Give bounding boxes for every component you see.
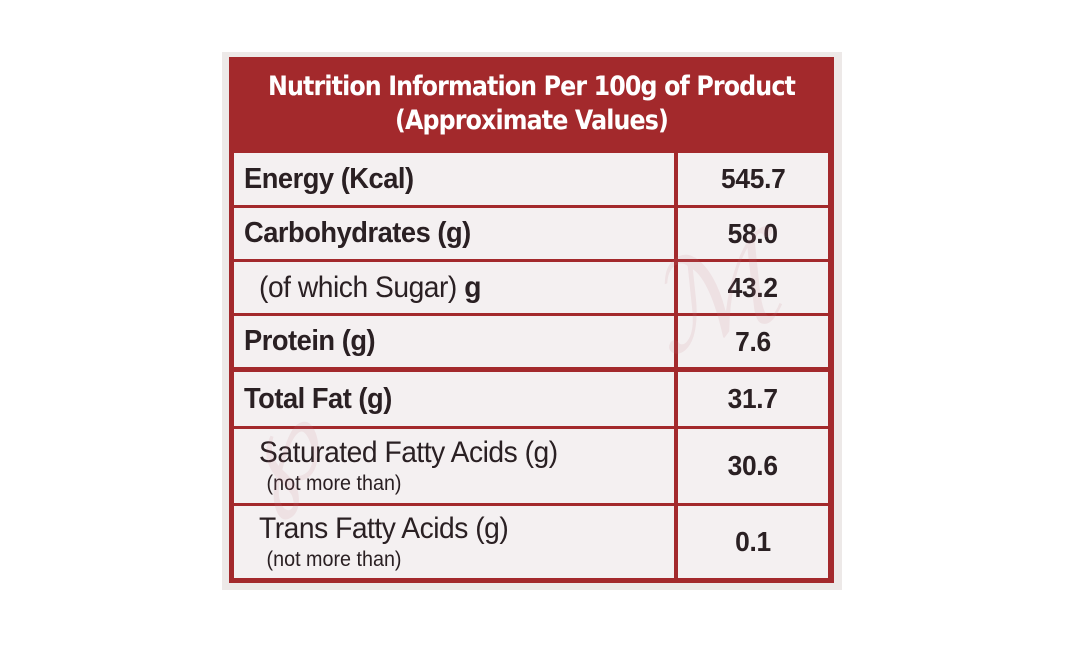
row-trans-fat-value-cell: 0.1 (678, 506, 828, 578)
row-saturated-fat-name-cell: Saturated Fatty Acids (g) (not more than… (234, 429, 674, 503)
nutrition-label-card: Nutrition Information Per 100g of Produc… (209, 52, 842, 590)
table-header: Nutrition Information Per 100g of Produc… (265, 57, 797, 150)
row-total-fat-name-cell: Total Fat (g) (234, 372, 674, 426)
header-title: Nutrition Information Per 100g of Produc… (267, 70, 796, 102)
row-sugar-value-cell: 43.2 (678, 262, 828, 313)
row-protein-value-cell: 7.6 (678, 316, 828, 367)
row-trans-fat-label: Trans Fatty Acids (g) (259, 512, 509, 545)
row-sugar-unit: g (464, 270, 481, 304)
row-saturated-fat-value-cell: 30.6 (678, 429, 828, 503)
row-protein-label: Protein (g) (244, 325, 376, 357)
row-saturated-fat-label: Saturated Fatty Acids (g) (259, 436, 558, 469)
row-trans-fat-note: (not more than) (266, 548, 402, 571)
row-total-fat-label: Total Fat (g) (244, 382, 392, 415)
row-saturated-fat-note: (not more than) (266, 472, 402, 495)
row-carbohydrates-value-cell: 58.0 (678, 208, 828, 259)
row-sugar-label: (of which Sugar) g (244, 271, 648, 305)
row-sugar-value: 43.2 (727, 271, 779, 303)
row-total-fat-value: 31.7 (727, 383, 779, 414)
row-energy-value: 545.7 (720, 163, 786, 194)
row-sugar-label-text: (of which Sugar) (259, 270, 457, 304)
row-total-fat-value-cell: 31.7 (678, 372, 828, 426)
header-subtitle: (Approximate Values) (394, 104, 669, 136)
row-carbohydrates-name-cell: Carbohydrates (g) (234, 208, 674, 259)
row-protein-value: 7.6 (735, 325, 771, 357)
row-trans-fat-name-cell: Trans Fatty Acids (g) (not more than) (234, 506, 674, 578)
row-protein-name-cell: Protein (g) (234, 316, 674, 367)
row-saturated-fat-value: 30.6 (727, 450, 779, 481)
row-sugar-name-cell: (of which Sugar) g (234, 262, 674, 313)
nutrition-table: Nutrition Information Per 100g of Produc… (209, 57, 834, 583)
row-energy-name-cell: Energy (Kcal) (234, 153, 674, 205)
row-energy-label: Energy (Kcal) (244, 162, 414, 195)
row-trans-fat-value: 0.1 (735, 526, 771, 557)
row-carbohydrates-value: 58.0 (727, 217, 779, 249)
row-carbohydrates-label: Carbohydrates (g) (244, 217, 471, 249)
row-energy-value-cell: 545.7 (678, 153, 828, 205)
